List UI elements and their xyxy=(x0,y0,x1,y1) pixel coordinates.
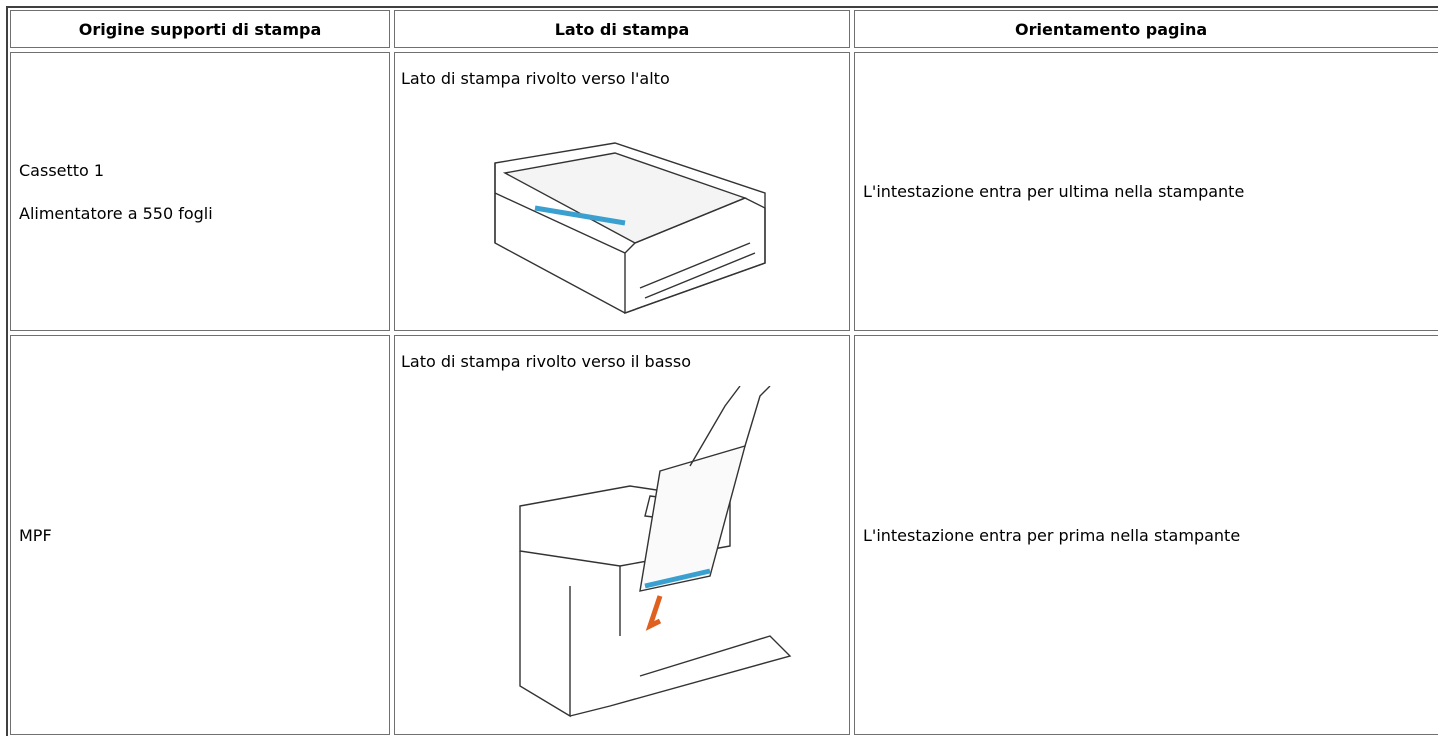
orientation-cell: L'intestazione entra per prima nella sta… xyxy=(854,335,1438,735)
source-text: Cassetto 1 xyxy=(19,160,105,180)
orientation-text: L'intestazione entra per prima nella sta… xyxy=(863,525,1241,545)
tray-illustration xyxy=(494,142,766,314)
orientation-text: L'intestazione entra per ultima nella st… xyxy=(863,182,1245,201)
source-cell: MPF xyxy=(10,335,390,735)
header-text: Orientamento pagina xyxy=(1015,19,1208,39)
source-text: Alimentatore a 550 fogli xyxy=(19,203,213,223)
header-text: Lato di stampa xyxy=(554,19,690,39)
orientation-cell: L'intestazione entra per ultima nella st… xyxy=(854,52,1438,331)
printer-illustration xyxy=(519,386,792,718)
side-text: Lato di stampa rivolto verso l'alto xyxy=(401,69,670,88)
side-cell: Lato di stampa rivolto verso il basso xyxy=(394,335,850,735)
header-cell: Origine supporti di stampa xyxy=(10,10,390,48)
side-text: Lato di stampa rivolto verso il basso xyxy=(401,352,691,371)
side-cell: Lato di stampa rivolto verso l'alto xyxy=(394,52,850,331)
header-text: Origine supporti di stampa xyxy=(78,19,322,39)
page: Origine supporti di stampa Lato di stamp… xyxy=(6,6,1438,736)
table-frame xyxy=(6,6,1438,736)
source-cell: Cassetto 1 Alimentatore a 550 fogli xyxy=(10,52,390,331)
header-cell: Lato di stampa xyxy=(394,10,850,48)
source-text: MPF xyxy=(19,525,52,545)
header-cell: Orientamento pagina xyxy=(854,10,1438,48)
